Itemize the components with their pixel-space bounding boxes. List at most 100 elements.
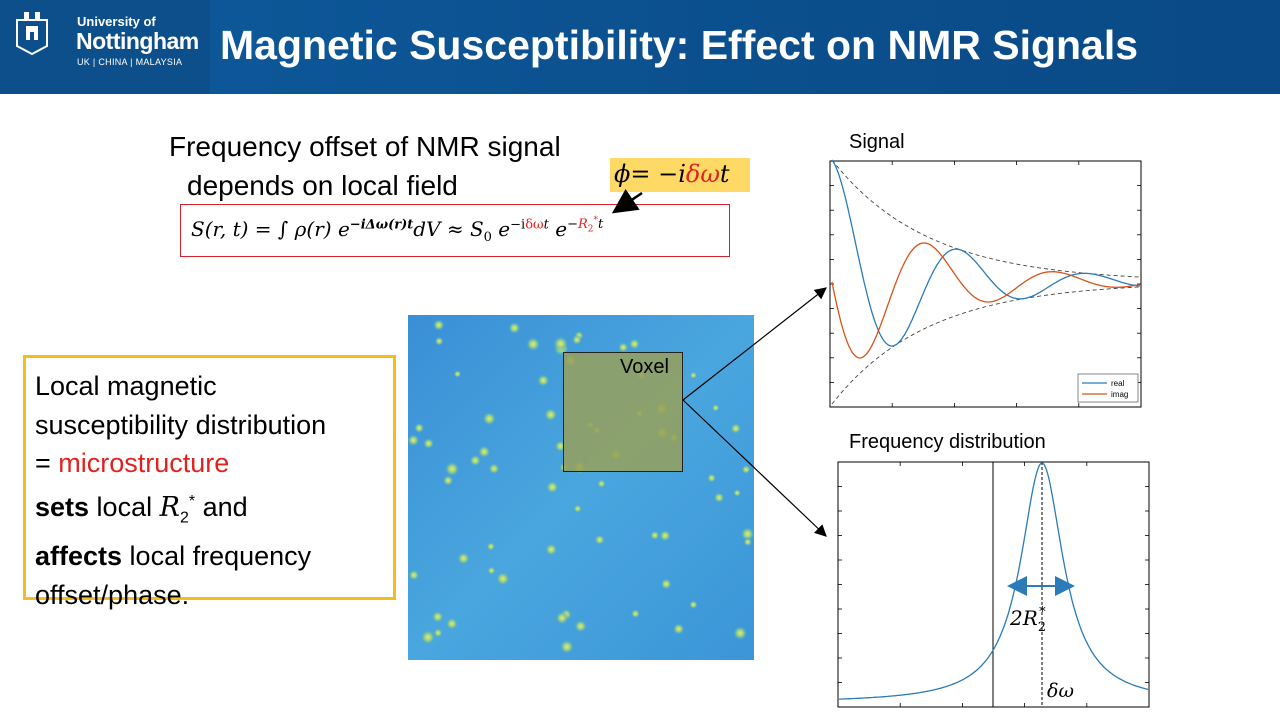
inclusion-dot [552,335,569,352]
inclusion-dot [469,454,482,467]
logo-text-line2: Nottingham [76,28,199,54]
freq-plot-label: Frequency distribution [849,431,1046,453]
inclusion-dot [571,334,583,346]
inclusion-dot [672,622,685,636]
university-logo: University of Nottingham UK | CHINA | MA… [0,0,210,94]
info-affects: affects [35,541,123,572]
eq-exp2a: −i [510,217,526,233]
freq-plot-ticks [838,462,1149,707]
logo-text-line3: UK | CHINA | MALAYSIA [77,57,183,67]
info-microstructure: microstructure [58,448,230,478]
inclusion-dot [433,627,444,638]
eq-e3: e [548,216,568,241]
inclusion-dot [628,338,641,350]
inclusion-dot [525,336,541,352]
eq-lhs: S(r, t) = ∫ ρ(r) e [191,216,350,241]
inclusion-dot [445,617,459,631]
info-line5: affects local frequency [35,537,326,576]
info-line3: = microstructure [35,444,326,483]
inclusion-dot [730,422,742,435]
inclusion-dot [444,461,460,477]
inclusion-dot [555,611,569,625]
inclusion-dot [408,434,420,447]
inclusion-dot [596,479,607,489]
info-line1: Local magnetic [35,371,217,401]
inclusion-dot [594,534,606,546]
inclusion-dot [420,629,436,646]
signal-plot: real imag [829,159,1142,408]
envelope-upper [831,159,1141,278]
inclusion-dot [408,569,420,581]
signal-plot-label: Signal [849,131,905,153]
statement-line2: depends on local field [187,170,458,201]
signal-plot-ticks [830,161,1141,407]
phase-lhs: ϕ= −i [614,160,686,188]
crest-icon [16,12,48,56]
inclusion-dot [431,610,445,624]
inclusion-dot [453,370,462,378]
inclusion-dot [711,403,720,412]
signal-real-line [831,159,1141,347]
legend-imag-label: imag [1111,390,1128,399]
eq-exp3e: t [598,217,604,233]
phase-highlight: ϕ= −iδωt [610,158,750,192]
freq-plot: 2R2* δω [837,461,1150,708]
inclusion-dot [488,462,500,475]
inclusion-dot [660,578,673,590]
inclusion-dot [422,437,435,450]
inclusion-dot [487,566,496,576]
inclusion-dot [434,336,444,346]
phase-equation: ϕ= −iδωt [614,160,730,188]
inclusion-dot [658,529,672,542]
info-line4f: and [195,491,248,522]
statement-line1: Frequency offset of NMR signal [169,131,561,162]
info-line4b: local [89,491,160,522]
voxel-box [563,352,683,472]
linewidth-sup: * [1039,605,1046,620]
info-line5b: local frequency [122,541,312,572]
inclusion-dot [442,474,454,487]
inclusion-dot [432,319,445,332]
legend-real-label: real [1111,379,1125,388]
signal-equation: S(r, t) = ∫ ρ(r) e−iΔω(r)tdV ≈ S0 e−iδωt… [191,216,603,245]
inclusion-dot [689,371,698,380]
inclusion-dot [495,571,511,587]
eq-sub0: 0 [483,229,492,245]
signal-plot-frame [829,160,1142,408]
inclusion-dot [543,407,558,422]
inclusion-dot [743,537,753,547]
inclusion-dot [536,373,550,388]
eq-exp2b: δω [525,217,544,233]
inclusion-dot [573,619,588,633]
info-line3a: = [35,448,59,478]
linewidth-main: 2R [1009,606,1038,630]
inclusion-dot [486,541,496,552]
inclusion-dot [706,473,717,483]
inclusion-dot [482,411,497,426]
inclusion-dot [688,600,698,610]
voxel-label: Voxel [620,356,669,378]
linewidth-label: 2R2* [1009,605,1046,635]
logo-text-line1: University of [77,14,156,29]
microstructure-info-box: Local magnetic susceptibility distributi… [23,355,396,610]
inclusion-dot [630,608,641,619]
inclusion-dot [413,422,425,434]
inclusion-dot [573,504,583,514]
eq-exp3d: * [593,216,599,226]
inclusion-dot [733,488,742,497]
phase-rhs: t [719,160,730,188]
inclusion-dot [544,542,558,557]
inclusion-dot [617,341,629,353]
eq-exp1: −iΔω(r)t [349,217,414,233]
inclusion-dot [713,491,725,504]
eq-e2: e [491,216,511,241]
envelope-lower [831,286,1141,405]
info-r: R [159,491,180,523]
info-r-sup: * [188,492,196,510]
lorentzian-curve [839,462,1149,700]
info-text: Local magnetic susceptibility distributi… [35,367,326,614]
eq-exp3c: 2 [587,224,594,235]
offset-label: δω [1047,680,1074,702]
inclusion-dot [477,445,491,459]
signal-imag-line [831,242,1141,359]
